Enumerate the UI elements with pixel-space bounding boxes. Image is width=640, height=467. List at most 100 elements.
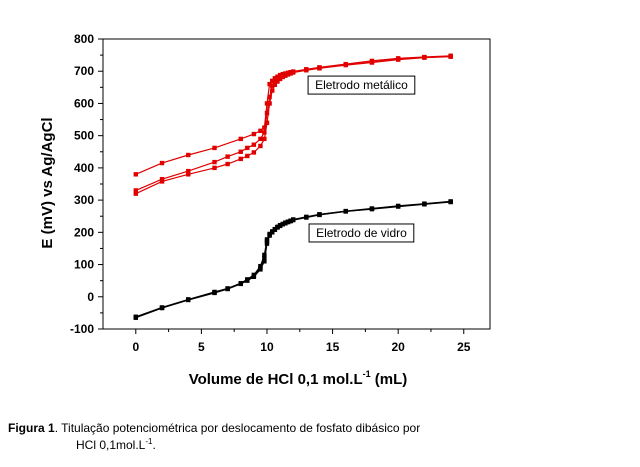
data-point xyxy=(258,136,263,142)
data-point xyxy=(288,71,293,76)
data-point xyxy=(212,290,217,295)
data-point xyxy=(245,277,250,283)
data-point xyxy=(317,66,322,71)
data-point xyxy=(251,131,257,137)
y-tick-label: -100 xyxy=(70,322,94,336)
y-tick-label: 200 xyxy=(74,225,94,239)
data-point xyxy=(225,161,230,167)
series-2 xyxy=(133,54,453,196)
data-point xyxy=(272,76,278,81)
data-point xyxy=(245,153,250,159)
data-point xyxy=(304,68,309,73)
y-tick-label: 500 xyxy=(74,129,94,143)
data-point xyxy=(225,286,230,291)
caption-line1: . Titulação potenciométrica por deslocam… xyxy=(54,421,421,435)
data-point xyxy=(212,145,217,151)
data-point xyxy=(343,62,348,68)
data-point xyxy=(270,229,275,235)
data-point xyxy=(251,150,257,155)
data-point xyxy=(258,265,263,270)
y-tick-label: 600 xyxy=(74,96,94,110)
y-tick-label: 100 xyxy=(74,258,94,272)
data-point xyxy=(133,315,138,320)
data-point xyxy=(395,57,401,62)
data-point xyxy=(262,259,267,264)
data-point xyxy=(270,78,275,84)
data-point xyxy=(186,172,191,177)
data-point xyxy=(133,188,138,193)
data-point xyxy=(291,70,296,75)
data-point xyxy=(277,76,283,82)
y-axis-ticks: -100 0 100 200 300 400 500 600 700 800 xyxy=(70,32,103,336)
data-point xyxy=(245,145,250,151)
data-point xyxy=(275,76,280,82)
annotation-frame xyxy=(307,75,416,95)
data-point xyxy=(251,273,257,279)
y-tick-label: 0 xyxy=(87,290,94,304)
x-tick-label: 5 xyxy=(198,340,205,354)
data-point xyxy=(285,72,291,77)
data-point xyxy=(343,209,348,214)
figure-caption: Figura 1. Titulação potenciométrica por … xyxy=(8,421,528,452)
data-point xyxy=(283,220,288,226)
y-tick-label: 300 xyxy=(74,193,94,207)
x-tick-label: 25 xyxy=(457,340,471,354)
annotation-label: Eletrodo metálico xyxy=(315,78,408,92)
data-point xyxy=(291,217,296,222)
data-point xyxy=(267,232,272,238)
x-tick-label: 0 xyxy=(132,340,139,354)
x-axis-ticks: 0 5 10 15 20 25 xyxy=(132,329,471,354)
data-point xyxy=(159,305,165,310)
data-point xyxy=(262,130,267,135)
y-tick-label: 400 xyxy=(74,161,94,175)
data-point xyxy=(277,74,283,79)
data-point xyxy=(262,125,267,130)
data-point xyxy=(238,281,243,286)
data-point xyxy=(238,156,243,162)
data-point xyxy=(264,101,270,106)
data-point xyxy=(448,199,453,204)
data-point xyxy=(159,160,165,166)
data-point xyxy=(448,54,453,59)
data-point xyxy=(264,239,270,244)
data-point xyxy=(212,165,217,171)
annotation-box: Eletrodo de vidro xyxy=(308,223,415,243)
titration-chart: -100 0 100 200 300 400 500 600 700 800 0 5 10 15 20 25… xyxy=(39,32,491,388)
data-point xyxy=(275,74,280,79)
plot-border xyxy=(102,38,491,330)
data-point xyxy=(264,120,270,125)
annotations: Eletrodo metálico Eletrodo de vidro xyxy=(307,75,416,243)
y-tick-label: 700 xyxy=(74,64,94,78)
annotation-frame xyxy=(308,223,415,243)
data-point xyxy=(212,159,217,165)
data-point xyxy=(267,101,272,106)
data-point xyxy=(258,128,263,134)
annotation-box: Eletrodo metálico xyxy=(307,75,416,95)
data-point xyxy=(369,206,375,212)
series-1 xyxy=(133,54,453,193)
data-point xyxy=(262,136,267,142)
x-tick-label: 20 xyxy=(391,340,405,354)
data-point xyxy=(275,224,280,230)
series-4 xyxy=(133,199,453,319)
data-point xyxy=(186,297,191,302)
data-point xyxy=(270,88,275,93)
data-point xyxy=(258,143,263,149)
x-axis-title: Volume de HCl 0,1 mol.L-1 (mL) xyxy=(189,369,408,388)
series-layer xyxy=(133,53,453,320)
plot-frame xyxy=(102,38,491,330)
data-point xyxy=(186,152,191,158)
data-point xyxy=(288,218,293,224)
data-point xyxy=(238,136,243,142)
caption-label: Figura 1 xyxy=(8,421,55,435)
data-point xyxy=(133,191,138,196)
data-point xyxy=(395,204,401,209)
data-point xyxy=(422,201,427,207)
y-tick-label: 800 xyxy=(74,32,94,46)
caption-line2: HCl 0,1mol.L-1. xyxy=(76,437,156,452)
y-axis-title: E (mV) vs Ag/AgCl xyxy=(39,117,56,248)
data-point xyxy=(272,227,278,232)
data-point xyxy=(133,172,138,177)
data-point xyxy=(270,83,275,88)
x-tick-label: 15 xyxy=(326,340,340,354)
